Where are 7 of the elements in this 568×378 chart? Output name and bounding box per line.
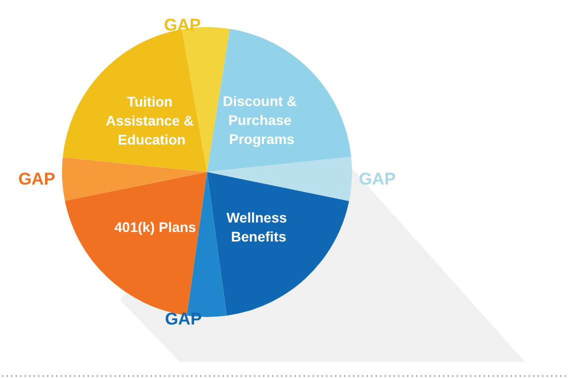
slice-label: Discount & Purchase Programs [222,93,301,148]
slice-label: Tuition Assistance & Education [106,94,198,148]
slice-label: GAP [358,170,396,189]
slice-label: 401(k) Plans [114,218,196,235]
slice-label: GAP [18,170,56,189]
slice-label: GAP [164,16,201,35]
slice-label: Wellness Benefits [226,210,291,245]
